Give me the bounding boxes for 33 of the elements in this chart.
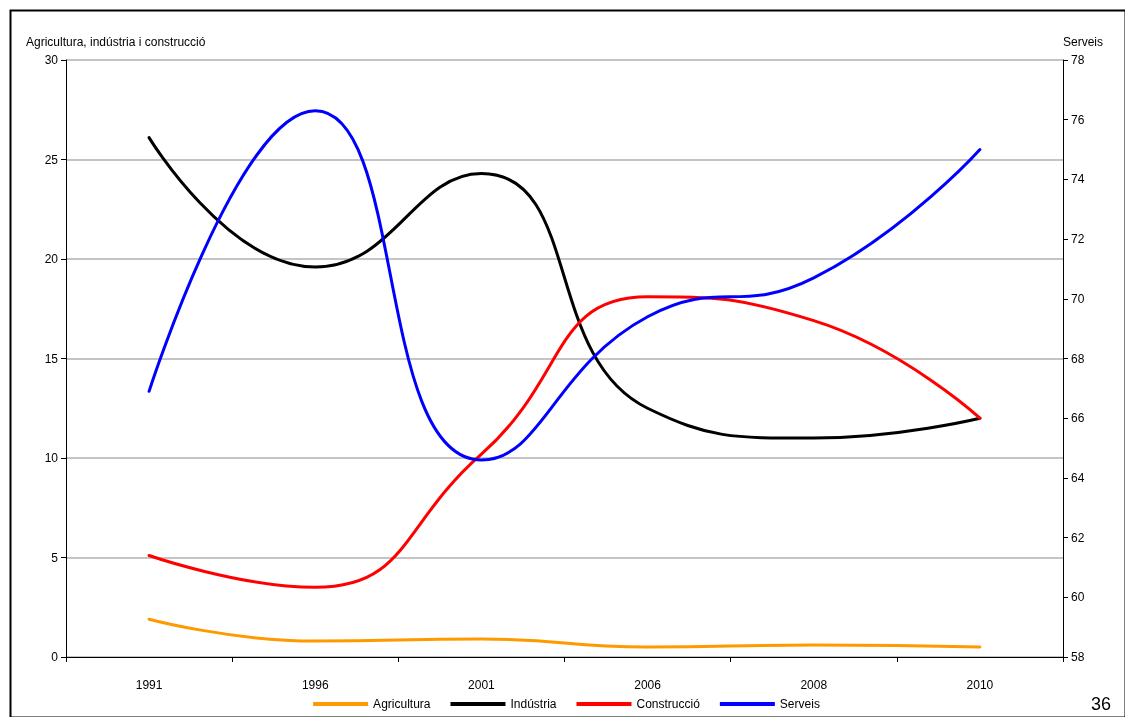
y2-tick-label: 58	[1071, 650, 1085, 664]
legend-label: Agricultura	[373, 697, 431, 711]
y-tick-label: 25	[44, 152, 59, 167]
text: 36	[1090, 694, 1112, 714]
x-tick-label: 2001	[468, 678, 496, 692]
x-tick-label: 2006	[634, 678, 662, 692]
y2-tick-label: 74	[1071, 172, 1085, 187]
y-tick-label: 0	[51, 650, 59, 664]
y-tick-label: 30	[44, 53, 59, 67]
x-tick-label: 2008	[800, 678, 828, 692]
y2-tick-label: 68	[1071, 351, 1085, 366]
x-tick-label: 1996	[301, 678, 329, 692]
y-axis-title: Agricultura, indústria i construcció	[26, 35, 206, 49]
y2-tick-label: 78	[1071, 53, 1085, 67]
y-tick-label: 5	[51, 550, 59, 565]
y2-tick-label: 76	[1071, 112, 1085, 127]
x-tick-label: 1991	[135, 678, 163, 692]
x-tick-label: 2010	[966, 678, 994, 692]
y-tick-label: 10	[44, 451, 59, 465]
y2-tick-label: 64	[1071, 470, 1085, 485]
y-tick-label: 20	[44, 252, 59, 266]
line-series	[147, 617, 982, 649]
y2-tick-label: 72	[1071, 232, 1085, 247]
legend-label: Construcció	[636, 697, 701, 711]
y2-tick-label: 60	[1071, 590, 1085, 605]
legend-label: Indústria	[510, 697, 557, 711]
line-series	[147, 295, 982, 589]
y2-tick-label: 66	[1071, 411, 1085, 426]
y2-axis-title: Serveis	[1062, 35, 1103, 49]
y2-tick-label: 62	[1071, 530, 1085, 545]
y2-tick-label: 70	[1071, 291, 1085, 306]
y-tick-label: 15	[44, 351, 59, 366]
legend-label: Serveis	[779, 697, 820, 711]
